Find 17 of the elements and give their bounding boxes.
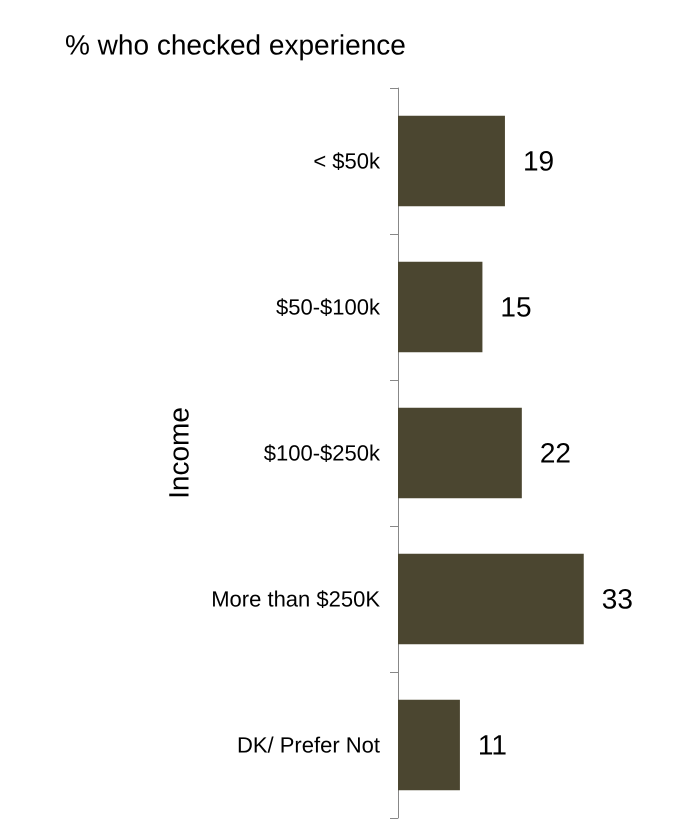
data-label: 11 [478, 730, 507, 760]
bar [398, 408, 522, 498]
data-label: 19 [522, 146, 554, 176]
data-label: 22 [540, 438, 571, 468]
y-tick-label: DK/ Prefer Not [236, 732, 380, 758]
y-tick-label: < $50k [313, 148, 381, 174]
bar [398, 700, 460, 790]
bar [398, 554, 584, 644]
y-tick-label: $50-$100k [276, 294, 381, 320]
y-tick-label: $100-$250k [264, 440, 381, 466]
y-axis-title: Income [164, 407, 194, 499]
bar [398, 116, 505, 206]
bar [398, 262, 482, 352]
data-label: 15 [500, 292, 532, 322]
chart-title: % who checked experience [65, 30, 406, 60]
data-label: 33 [602, 584, 633, 614]
y-tick-label: More than $250K [211, 586, 380, 612]
